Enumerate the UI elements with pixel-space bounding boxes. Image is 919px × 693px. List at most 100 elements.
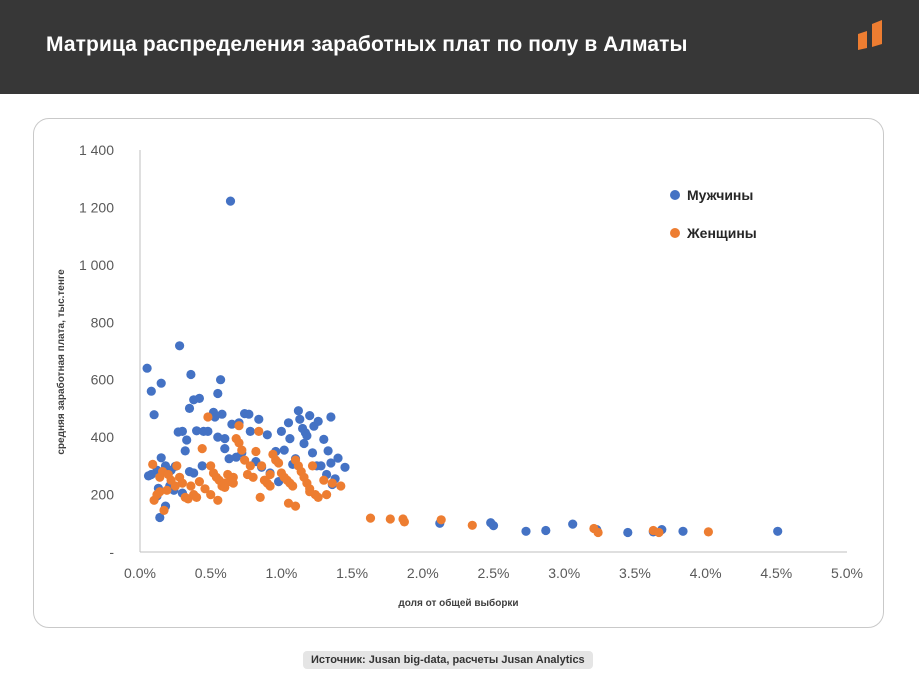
page-title: Матрица распределения заработных плат по… xyxy=(46,33,688,56)
women-point xyxy=(255,492,265,502)
men-point xyxy=(245,426,255,436)
men-point xyxy=(302,431,312,441)
chart-card: - 200 400 600 800 1 000 1 200 1 400 0.0% 0.5% 1.0%… xyxy=(33,118,884,628)
women-point xyxy=(283,498,294,508)
men-point xyxy=(623,527,633,538)
women-point xyxy=(240,455,250,465)
men-point xyxy=(276,426,286,436)
men-point xyxy=(184,403,195,413)
men-point xyxy=(210,412,220,422)
legend-marker-women xyxy=(670,228,680,238)
x-tick-label: 0.5% xyxy=(195,565,227,581)
women-point xyxy=(148,459,158,469)
women-point xyxy=(467,520,477,530)
men-point xyxy=(293,406,303,416)
women-point xyxy=(436,515,446,525)
men-point xyxy=(225,196,236,206)
women-point xyxy=(162,485,172,495)
x-tick-label: 2.5% xyxy=(478,565,510,581)
women-point xyxy=(220,478,230,488)
men-point xyxy=(224,454,234,464)
legend-marker-men xyxy=(670,190,680,200)
men-point xyxy=(488,521,499,531)
women-point xyxy=(254,426,264,436)
x-tick-label: 3.0% xyxy=(548,565,580,581)
men-point xyxy=(254,414,264,424)
y-tick-label: 600 xyxy=(91,372,115,388)
men-point xyxy=(313,416,323,426)
women-point xyxy=(234,421,244,431)
x-tick-label: 1.0% xyxy=(265,565,297,581)
men-point xyxy=(568,519,578,529)
men-point xyxy=(319,434,329,444)
x-tick-label: 5.0% xyxy=(831,565,863,581)
y-tick-label: - xyxy=(109,544,114,560)
y-axis-label: средняя заработная плата, тыс.тенге xyxy=(55,269,67,455)
women-point xyxy=(399,517,409,527)
men-point xyxy=(773,526,783,536)
women-point xyxy=(288,481,298,491)
men-point xyxy=(173,427,183,437)
men-point xyxy=(323,446,333,456)
men-point xyxy=(216,375,226,385)
women-point xyxy=(194,477,204,487)
men-point xyxy=(142,363,152,373)
source-note: Источник: Jusan big-data, расчеты Jusan … xyxy=(303,651,593,669)
men-point xyxy=(143,471,154,481)
women-point xyxy=(203,412,213,422)
men-point xyxy=(521,526,531,536)
women-point xyxy=(170,481,180,491)
women-point xyxy=(703,527,714,537)
men-point xyxy=(305,411,315,421)
y-tick-label: 1 400 xyxy=(79,142,114,158)
men-point xyxy=(283,418,294,428)
brand-logo-icon xyxy=(858,20,882,50)
men-point xyxy=(203,426,213,436)
legend-label-men: Мужчины xyxy=(687,187,753,203)
men-point xyxy=(340,462,350,472)
women-point xyxy=(319,475,329,485)
legend-label-women: Женщины xyxy=(686,225,757,241)
men-point xyxy=(189,468,199,478)
women-point xyxy=(245,461,255,471)
women-point xyxy=(213,495,223,505)
x-tick-label: 4.5% xyxy=(760,565,792,581)
women-point xyxy=(385,514,395,524)
men-point xyxy=(220,444,230,454)
men-point xyxy=(227,419,237,429)
women-point xyxy=(237,445,247,455)
women-point xyxy=(336,481,346,491)
y-tick-label: 1 000 xyxy=(79,257,114,273)
y-tick-label: 200 xyxy=(91,487,115,503)
men-point xyxy=(180,446,190,456)
men-point xyxy=(333,453,343,463)
women-point xyxy=(206,490,216,500)
y-tick-label: 400 xyxy=(91,429,115,445)
women-point xyxy=(322,490,332,500)
men-point xyxy=(213,388,223,399)
women-point xyxy=(265,481,275,491)
women-point xyxy=(265,469,275,480)
men-point xyxy=(326,412,336,422)
men-point xyxy=(186,369,196,380)
men-point xyxy=(678,526,688,536)
women-point xyxy=(159,505,169,515)
men-point xyxy=(192,426,202,436)
men-point xyxy=(217,409,227,419)
y-tick-label: 1 200 xyxy=(79,199,114,215)
y-tick-label: 800 xyxy=(91,314,115,330)
women-point xyxy=(172,461,182,471)
men-point xyxy=(541,525,551,536)
men-point xyxy=(194,393,204,403)
women-point xyxy=(274,458,284,468)
men-point xyxy=(220,434,230,444)
women-point xyxy=(365,513,376,523)
women-point xyxy=(177,478,187,488)
women-point xyxy=(307,461,318,471)
men-point xyxy=(299,438,309,449)
men-point xyxy=(146,386,156,396)
women-point xyxy=(192,492,202,502)
women-point xyxy=(305,487,315,497)
women-point xyxy=(155,487,165,497)
men-point xyxy=(279,445,289,455)
